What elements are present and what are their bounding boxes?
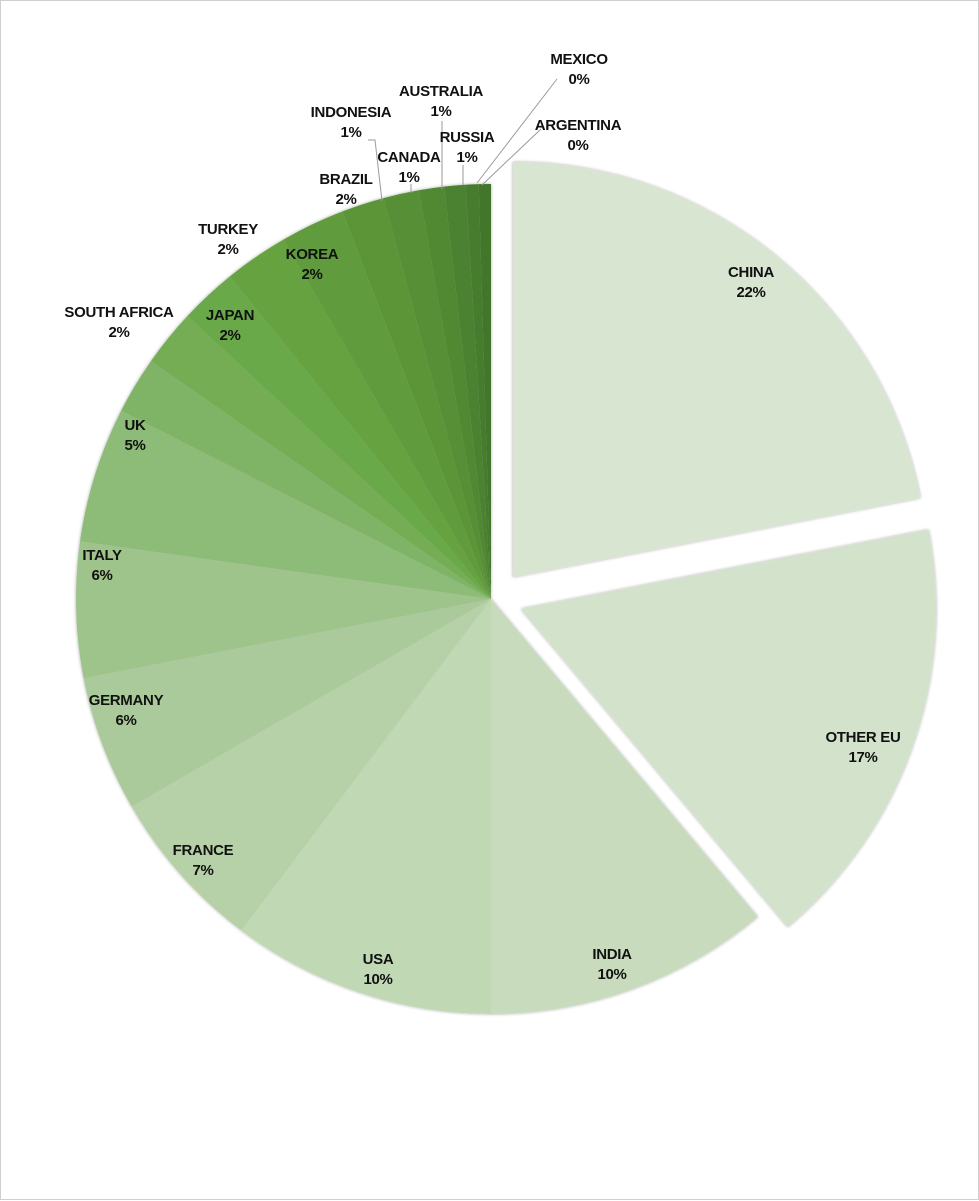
pie-slices <box>75 162 937 1014</box>
slice-value-korea: 2% <box>301 266 322 283</box>
slice-uk <box>80 410 491 599</box>
slice-value-australia: 1% <box>430 103 451 120</box>
slice-china <box>513 162 921 577</box>
slice-brazil <box>283 211 491 599</box>
slice-label-japan: JAPAN <box>206 307 254 324</box>
slice-value-brazil: 2% <box>335 191 356 208</box>
slice-value-france: 7% <box>192 862 213 879</box>
slice-labels: CHINA 22% OTHER EU 17% INDIA 10% USA 10% FRANCE 7… <box>64 51 900 988</box>
slice-italy <box>75 541 491 679</box>
slice-value-china: 22% <box>736 284 765 301</box>
slice-label-uk: UK <box>124 417 146 434</box>
slice-value-mexico: 0% <box>568 71 589 88</box>
slice-value-uk: 5% <box>124 437 145 454</box>
slice-label-france: FRANCE <box>173 842 234 859</box>
slice-turkey <box>187 276 492 599</box>
pie-body <box>75 183 758 1014</box>
leader-line-mexico <box>476 78 558 184</box>
slice-indonesia <box>342 198 491 599</box>
slice-label-china: CHINA <box>728 264 774 281</box>
leader-line-argentina <box>481 128 542 186</box>
slice-label-brazil: BRAZIL <box>319 171 372 188</box>
slice-other-eu <box>521 529 937 927</box>
slice-australia <box>418 186 491 600</box>
slice-india <box>491 599 758 1014</box>
slice-korea <box>229 239 491 599</box>
slice-label-indonesia: INDONESIA <box>311 104 392 121</box>
slice-label-other-eu: OTHER EU <box>825 729 900 746</box>
slice-label-argentina: ARGENTINA <box>535 117 622 134</box>
slice-value-other-eu: 17% <box>848 749 877 766</box>
slice-label-russia: RUSSIA <box>440 129 495 146</box>
leader-lines <box>368 78 558 202</box>
slice-label-south-africa: SOUTH AFRICA <box>64 304 174 321</box>
slice-label-turkey: TURKEY <box>198 221 258 238</box>
slice-germany <box>83 599 492 807</box>
slice-value-canada: 1% <box>398 169 419 186</box>
slice-japan <box>151 315 492 599</box>
slice-canada <box>383 190 491 600</box>
slice-label-india: INDIA <box>592 946 632 963</box>
slice-value-russia: 1% <box>456 149 477 166</box>
slice-label-australia: AUSTRALIA <box>399 83 483 100</box>
slice-label-canada: CANADA <box>377 149 441 166</box>
slice-argentina <box>478 183 491 599</box>
slice-usa <box>241 599 491 1014</box>
slice-value-south-africa: 2% <box>108 324 129 341</box>
slice-mexico <box>465 184 491 599</box>
slice-value-italy: 6% <box>91 567 112 584</box>
slice-russia <box>444 184 491 599</box>
slice-value-japan: 2% <box>219 327 240 344</box>
leader-line-indonesia <box>368 139 383 202</box>
slice-value-india: 10% <box>597 966 626 983</box>
slice-label-korea: KOREA <box>286 246 339 263</box>
slice-label-mexico: MEXICO <box>550 51 608 68</box>
slice-value-turkey: 2% <box>217 241 238 258</box>
slice-south-africa <box>121 360 491 599</box>
slice-label-italy: ITALY <box>82 547 122 564</box>
slice-france <box>131 599 491 931</box>
slice-label-usa: USA <box>363 951 394 968</box>
slice-value-usa: 10% <box>363 971 392 988</box>
slice-label-germany: GERMANY <box>89 692 164 709</box>
slice-value-argentina: 0% <box>567 137 588 154</box>
slice-value-germany: 6% <box>115 712 136 729</box>
slice-value-indonesia: 1% <box>340 124 361 141</box>
